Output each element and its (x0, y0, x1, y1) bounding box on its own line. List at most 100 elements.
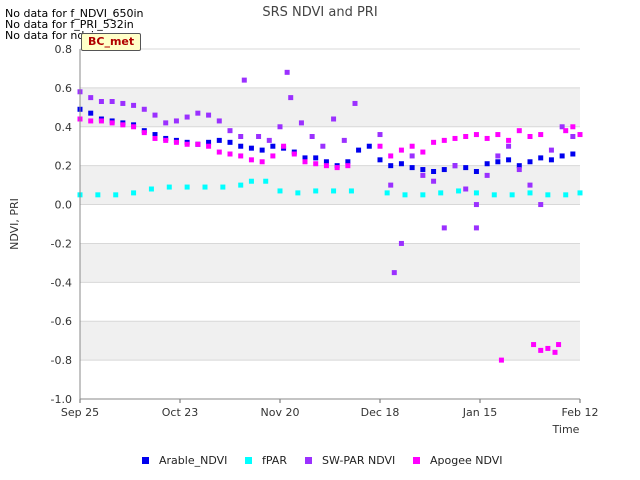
point-fpar (348, 188, 354, 194)
point-apogee-ndvi (238, 153, 244, 159)
point-sw-par-ndvi (320, 143, 326, 149)
point-arable-ndvi (366, 143, 372, 149)
y-axis-label: NDVI, PRI (8, 198, 21, 250)
point-arable-ndvi (238, 143, 244, 149)
point-sw-par-ndvi (495, 153, 501, 159)
point-arable-ndvi (259, 147, 265, 153)
point-sw-par-ndvi (98, 99, 104, 104)
point-apogee-ndvi (323, 163, 329, 169)
point-fpar (331, 188, 337, 194)
point-sw-par-ndvi (473, 202, 479, 208)
point-arable-ndvi (206, 139, 212, 145)
nodata-notice-2: No data for f_PRI_532in (5, 18, 134, 31)
point-sw-par-ndvi (548, 147, 554, 153)
point-apogee-ndvi (281, 143, 287, 149)
point-sw-par-ndvi (309, 134, 315, 139)
point-fpar (131, 190, 137, 196)
legend-swatch-arable-ndvi (142, 457, 149, 464)
point-sw-par-ndvi (163, 120, 169, 126)
point-apogee-ndvi (538, 347, 544, 353)
point-apogee-ndvi (531, 342, 537, 348)
point-sw-par-ndvi (120, 100, 126, 106)
point-sw-par-ndvi (238, 134, 244, 139)
point-sw-par-ndvi (195, 110, 201, 116)
y-tick-label: 0.0 (55, 199, 73, 212)
point-fpar (527, 190, 533, 196)
site-badge: BC_met (81, 33, 142, 51)
point-sw-par-ndvi (241, 77, 247, 83)
point-sw-par-ndvi (341, 137, 347, 143)
point-arable-ndvi (88, 110, 94, 116)
plot-band (80, 87, 580, 127)
point-arable-ndvi (431, 169, 437, 174)
point-sw-par-ndvi (516, 167, 522, 173)
point-fpar (456, 188, 462, 194)
point-apogee-ndvi (473, 132, 479, 138)
point-apogee-ndvi (527, 134, 533, 139)
point-apogee-ndvi (420, 149, 426, 155)
point-sw-par-ndvi (484, 172, 490, 178)
point-fpar (263, 178, 269, 184)
point-sw-par-ndvi (184, 114, 190, 120)
point-sw-par-ndvi (277, 124, 283, 130)
x-tick-label: Nov 20 (261, 406, 300, 419)
point-fpar (420, 192, 426, 198)
point-fpar (563, 192, 569, 198)
point-apogee-ndvi (398, 147, 404, 153)
point-fpar (577, 190, 583, 196)
legend-swatch-sw-par-ndvi (305, 457, 312, 464)
point-apogee-ndvi (141, 130, 147, 136)
point-apogee-ndvi (216, 149, 222, 155)
point-sw-par-ndvi (377, 132, 383, 138)
point-sw-par-ndvi (473, 225, 479, 231)
point-sw-par-ndvi (141, 106, 147, 112)
point-apogee-ndvi (152, 135, 158, 141)
point-apogee-ndvi (206, 143, 212, 149)
point-sw-par-ndvi (559, 124, 565, 130)
point-sw-par-ndvi (331, 116, 337, 122)
point-apogee-ndvi (259, 159, 265, 165)
point-arable-ndvi (323, 159, 329, 165)
point-fpar (95, 192, 101, 198)
x-tick-label: Sep 25 (61, 406, 99, 419)
legend-label-apogee-ndvi: Apogee NDVI (430, 454, 503, 467)
point-sw-par-ndvi (88, 95, 94, 101)
point-sw-par-ndvi (216, 118, 222, 124)
point-sw-par-ndvi (288, 95, 294, 101)
point-arable-ndvi (216, 137, 222, 143)
y-tick-label: 0.2 (55, 160, 73, 173)
point-arable-ndvi (345, 159, 351, 165)
point-sw-par-ndvi (391, 270, 397, 276)
point-apogee-ndvi (484, 135, 490, 141)
point-arable-ndvi (227, 139, 233, 145)
point-arable-ndvi (248, 145, 254, 151)
point-arable-ndvi (377, 157, 383, 163)
point-arable-ndvi (548, 157, 554, 163)
point-fpar (248, 178, 254, 184)
point-apogee-ndvi (441, 137, 447, 143)
legend-label-arable-ndvi: Arable_NDVI (159, 454, 227, 467)
point-arable-ndvi (313, 155, 319, 161)
point-sw-par-ndvi (452, 163, 458, 169)
point-apogee-ndvi (184, 141, 190, 147)
legend-label-fpar: fPAR (262, 454, 287, 467)
point-arable-ndvi (506, 157, 512, 163)
point-arable-ndvi (495, 159, 501, 165)
point-fpar (295, 190, 301, 196)
y-tick-label: 0.8 (55, 43, 73, 56)
point-arable-ndvi (398, 161, 404, 167)
point-arable-ndvi (559, 153, 565, 159)
point-apogee-ndvi (334, 165, 340, 171)
point-sw-par-ndvi (441, 225, 447, 231)
point-fpar (277, 188, 283, 194)
point-arable-ndvi (409, 165, 415, 171)
point-sw-par-ndvi (431, 178, 437, 184)
point-apogee-ndvi (545, 345, 551, 351)
x-tick-label: Feb 12 (562, 406, 599, 419)
point-apogee-ndvi (506, 137, 512, 143)
point-arable-ndvi (270, 143, 276, 149)
point-arable-ndvi (516, 163, 522, 169)
point-sw-par-ndvi (152, 112, 158, 118)
point-sw-par-ndvi (398, 240, 404, 246)
